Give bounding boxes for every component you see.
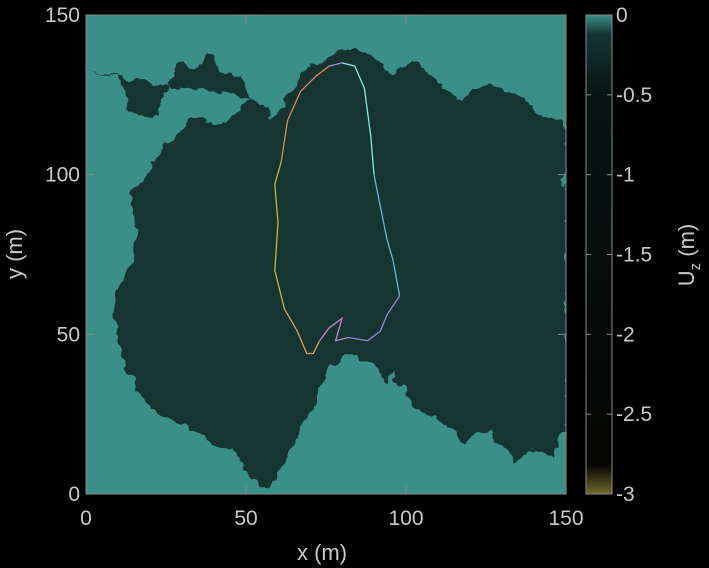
colorbar-tick-label: -2 <box>616 323 635 346</box>
colorbar-tick-label: -0.5 <box>616 84 652 107</box>
contour-segment <box>341 62 375 175</box>
x-tick-label: 50 <box>234 507 257 530</box>
colorbar-tick-label: -3 <box>616 483 635 506</box>
plot-area <box>86 15 566 494</box>
y-axis-label: y (m) <box>2 229 27 279</box>
x-tick-label: 100 <box>388 507 423 530</box>
y-tick-label: 50 <box>57 323 80 346</box>
contour-segment <box>274 161 286 309</box>
contour-line <box>274 62 401 355</box>
y-tick-label: 100 <box>45 164 80 187</box>
y-tick-label: 0 <box>68 483 80 506</box>
colorbar-tick-label: 0 <box>616 4 628 27</box>
contour-segment <box>280 65 330 162</box>
contour-segment <box>319 316 349 342</box>
contour-segment <box>283 308 321 355</box>
y-axis: 0 50 100 150 <box>45 4 566 506</box>
colorbar-tick-label: -1 <box>616 164 635 187</box>
contour-segment <box>329 62 343 67</box>
contour-segment <box>373 174 401 297</box>
subsidence-region <box>86 50 566 488</box>
colorbar-tick-label: -1.5 <box>616 244 652 267</box>
contour-segment <box>348 295 401 342</box>
x-axis-label: x (m) <box>297 540 347 565</box>
colorbar-label: Uz (m) <box>674 224 704 286</box>
colorbar-label-sub: z <box>687 263 704 271</box>
colorbar-tick-label: -2.5 <box>616 403 652 426</box>
x-axis: 0 50 100 150 <box>80 15 584 530</box>
plot-frame <box>85 14 567 495</box>
y-tick-label: 150 <box>45 4 80 27</box>
x-tick-label: 150 <box>548 507 583 530</box>
colorbar-label-unit: (m) <box>674 224 699 263</box>
colorbar-axis: 0 -0.5 -1 -1.5 -2 -2.5 -3 <box>586 4 652 506</box>
x-tick-label: 0 <box>80 507 92 530</box>
colorbar-label-main: U <box>674 270 699 286</box>
